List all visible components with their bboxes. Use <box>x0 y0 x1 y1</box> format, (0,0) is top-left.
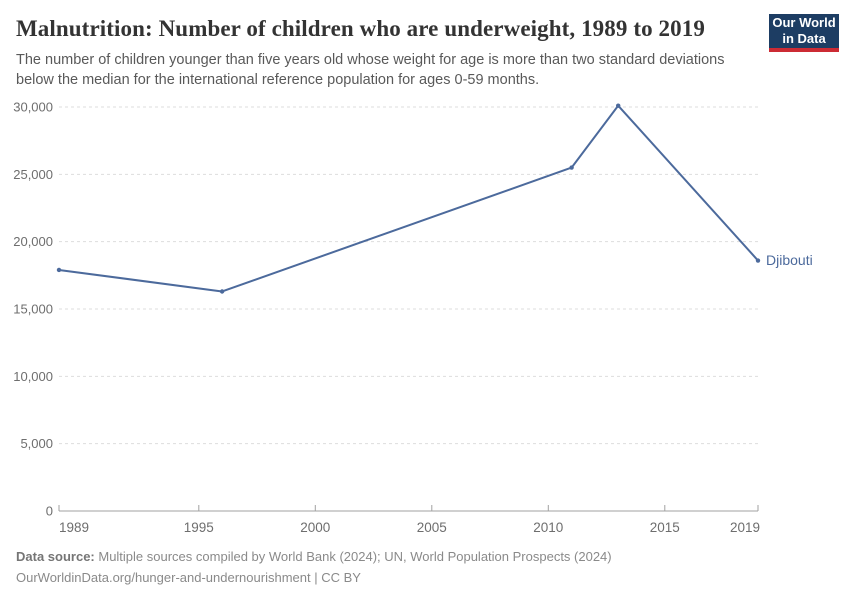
x-axis-label-1989: 1989 <box>59 520 89 535</box>
y-axis-label-10000: 10,000 <box>13 369 53 384</box>
y-axis-label-30000: 30,000 <box>13 100 53 115</box>
chart-footer: Data source: Multiple sources compiled b… <box>16 546 816 588</box>
y-axis-label-0: 0 <box>46 504 53 519</box>
x-axis-label-2015: 2015 <box>650 520 680 535</box>
data-source-line: Data source: Multiple sources compiled b… <box>16 546 816 567</box>
x-axis-label-1995: 1995 <box>184 520 214 535</box>
x-axis-label-2005: 2005 <box>417 520 447 535</box>
series-end-label: Djibouti <box>766 252 813 268</box>
owid-logo-line-1: Our World <box>772 15 836 30</box>
owid-logo: Our World in Data <box>769 14 839 52</box>
data-source-text: Multiple sources compiled by World Bank … <box>94 549 612 564</box>
data-point-djibouti-2011 <box>569 165 574 170</box>
y-axis-label-25000: 25,000 <box>13 167 53 182</box>
y-axis-label-20000: 20,000 <box>13 234 53 249</box>
chart-subtitle: The number of children younger than five… <box>16 50 761 90</box>
url-license-line: OurWorldinData.org/hunger-and-undernouri… <box>16 570 361 585</box>
x-axis-label-2019: 2019 <box>730 520 760 535</box>
data-point-djibouti-2019 <box>755 258 761 263</box>
series-line-djibouti <box>58 104 759 293</box>
data-point-djibouti-1996 <box>219 289 225 294</box>
y-axis-label-5000: 5,000 <box>20 436 53 451</box>
x-axis-label-2010: 2010 <box>533 520 563 535</box>
data-point-djibouti-2013 <box>616 103 621 108</box>
page-title: Malnutrition: Number of children who are… <box>16 16 705 41</box>
subtitle-line-1: The number of children younger than five… <box>16 52 725 68</box>
data-point-djibouti-1989 <box>56 267 62 273</box>
owid-logo-line-2: in Data <box>782 31 826 46</box>
data-source-label: Data source: <box>16 549 95 564</box>
x-axis-label-2000: 2000 <box>300 520 330 535</box>
subtitle-line-2: below the median for the international r… <box>16 72 540 88</box>
y-axis-label-15000: 15,000 <box>13 302 53 317</box>
